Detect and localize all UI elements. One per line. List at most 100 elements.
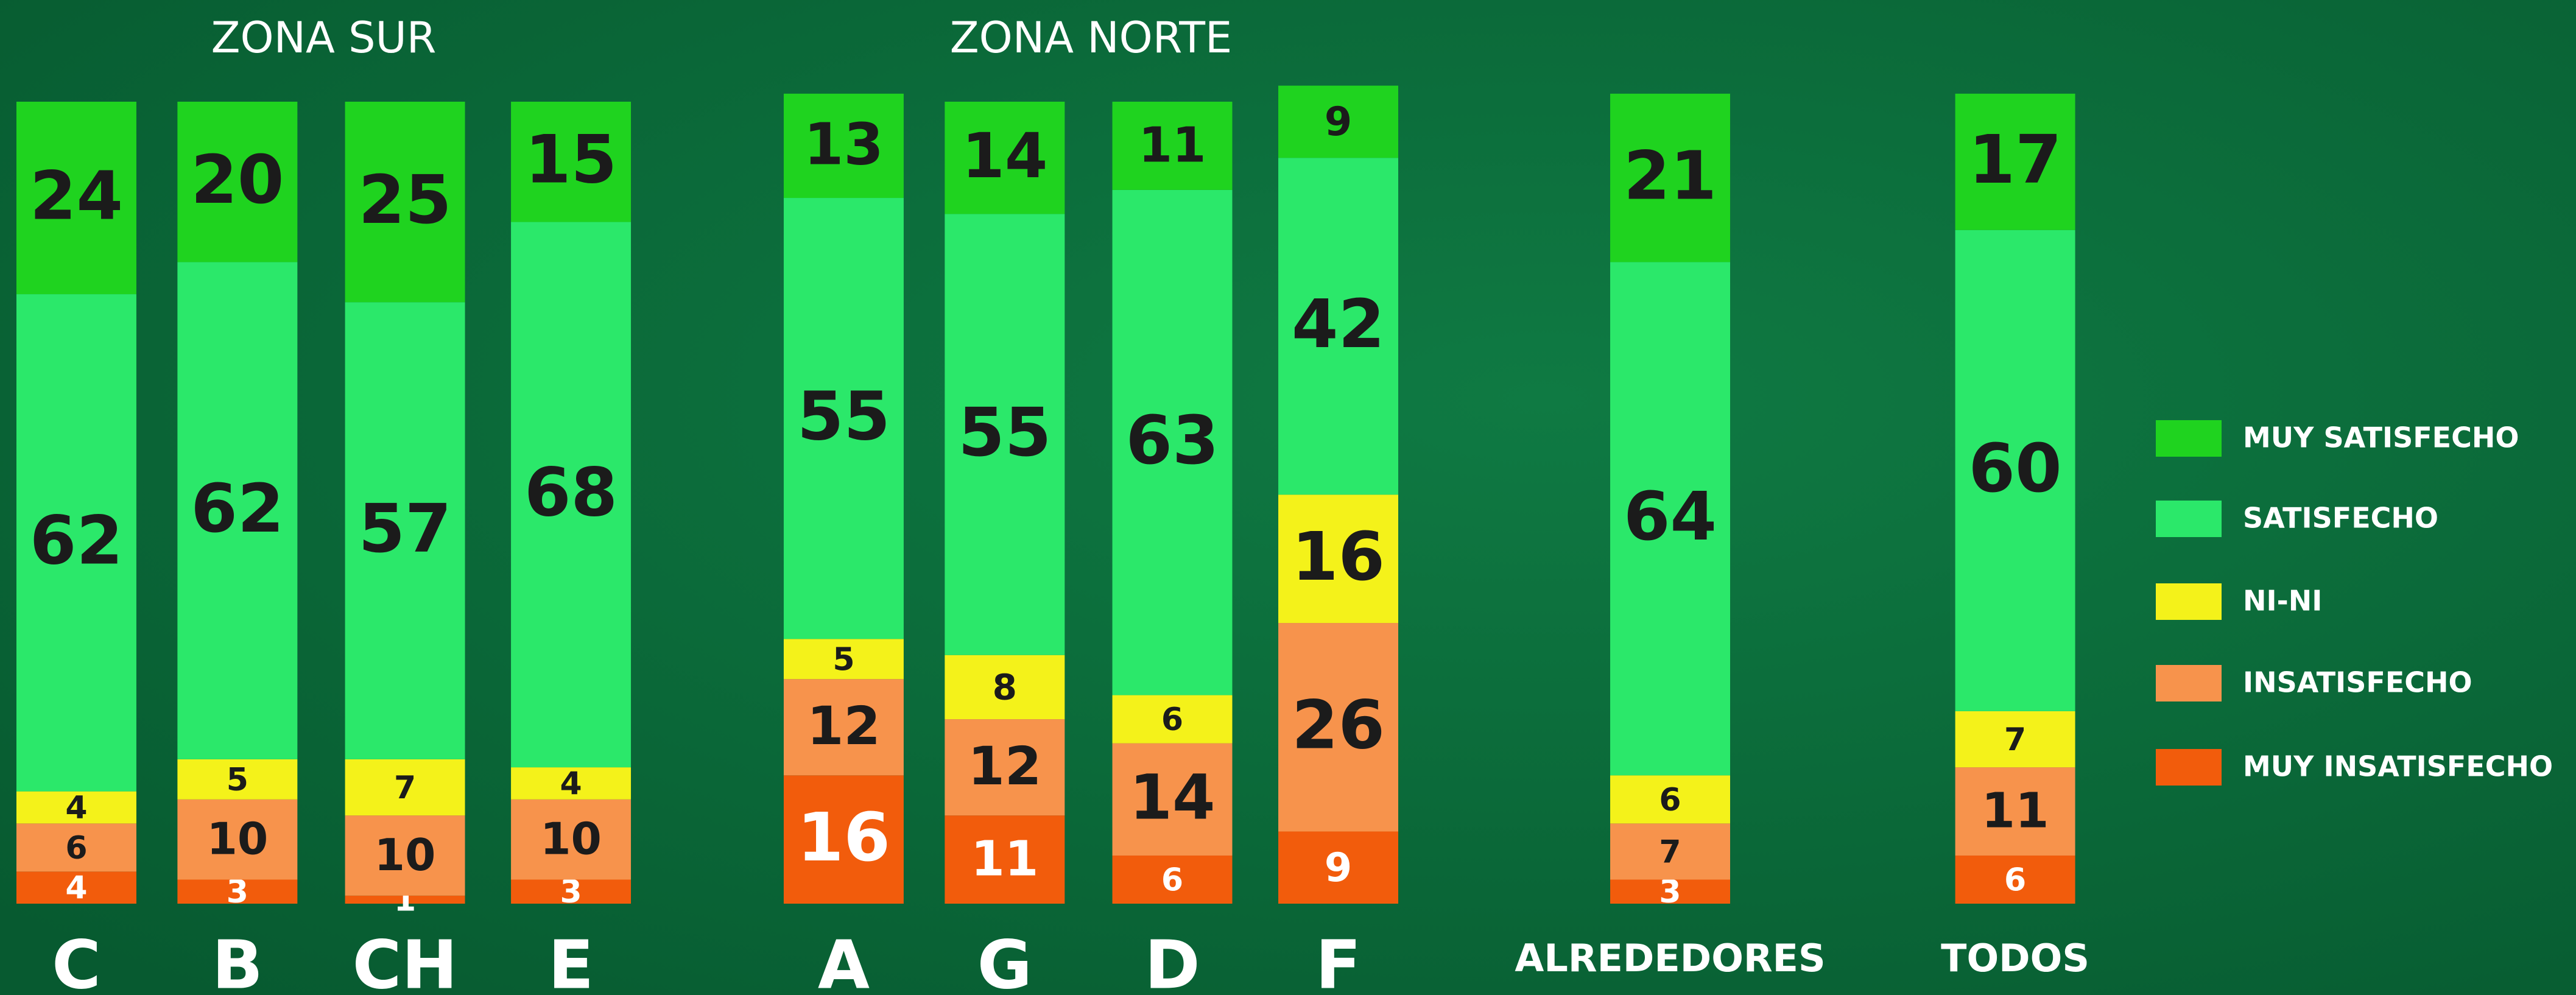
x-tick-label: B [212,926,263,995]
data-label: 16 [797,798,890,876]
data-label: 5 [227,762,248,798]
x-tick-label: F [1315,926,1361,995]
data-label: 57 [359,490,452,568]
bar-segment [1955,767,2075,856]
data-label: 7 [2004,722,2026,758]
bar-segment [511,799,632,880]
data-label: 9 [1325,99,1352,145]
x-tick-label: D [1144,926,1200,995]
data-label: 16 [1292,518,1385,596]
x-tick-label: ALREDEDORES [1515,936,1825,980]
data-label: 68 [524,454,618,532]
bar-segment [345,302,465,759]
bar-segment [16,294,136,792]
x-tick-label: TODOS [1941,936,2089,980]
bar-segment [16,871,136,904]
bar-segment [1955,855,2075,904]
bar-segment [511,767,632,800]
data-label: 13 [804,111,884,178]
legend-swatch [2156,420,2222,457]
bar-segment [1112,855,1233,904]
x-tick-label: A [818,926,870,995]
data-label: 3 [227,874,248,910]
data-label: 8 [993,667,1017,708]
bar-segment [1112,695,1233,744]
legend-label: MUY SATISFECHO [2243,421,2519,454]
bar-segment [1610,262,1730,776]
bar-segment [783,93,904,199]
bar-segment [783,639,904,680]
data-label: 55 [958,393,1051,471]
bar-segment [1610,823,1730,880]
bar-segment [945,719,1065,816]
group-label: ZONA NORTE [950,13,1233,63]
data-label: 4 [560,765,582,802]
bar-segment [1610,775,1730,824]
bar-segment [345,895,465,904]
data-label: 10 [375,830,436,881]
x-tick-label: E [548,926,594,995]
bar-segment [511,102,632,222]
bar-segment [1112,743,1233,856]
data-label: 14 [1129,762,1215,834]
data-label: 3 [1659,874,1681,910]
bar-segment [1610,93,1730,262]
bar-segment [1112,102,1233,190]
data-label: 6 [1161,862,1183,898]
x-tick-label: G [977,926,1032,995]
bar-segment [177,102,298,262]
bar-segment [511,879,632,904]
data-label: 20 [191,141,284,219]
data-label: 10 [540,814,602,865]
bar-segment [177,759,298,800]
bar-segment [345,815,465,896]
bar-segment [1278,623,1398,832]
bar-segment [345,759,465,816]
legend-label: SATISFECHO [2243,502,2438,535]
legend-swatch [2156,583,2222,620]
data-label: 5 [832,641,854,678]
bar-segment [16,102,136,295]
data-label: 6 [1659,782,1681,818]
data-label: 9 [1325,845,1352,891]
legend-swatch [2156,749,2222,786]
data-label: 55 [797,377,890,455]
bar-segment [783,775,904,904]
bar-segment [945,655,1065,720]
data-label: 21 [1624,136,1717,214]
x-tick-label: CH [353,926,458,995]
data-label: 14 [962,120,1047,192]
bar-segment [783,679,904,776]
bar-segment [1955,93,2075,230]
data-label: 26 [1292,686,1385,764]
bar-segment [345,102,465,303]
data-label: 3 [560,874,582,910]
legend-label: INSATISFECHO [2243,666,2472,699]
bar-segment [1278,831,1398,904]
bar-segment [1955,230,2075,711]
bar-segment [16,823,136,872]
data-label: 11 [1139,116,1206,173]
x-tick-label: C [52,926,101,995]
bar-segment [1112,189,1233,695]
bar-segment [1610,879,1730,904]
group-label: ZONA SUR [211,13,437,63]
data-label: 63 [1125,401,1219,479]
data-label: 4 [65,870,87,907]
bar-segment [945,102,1065,214]
legend-label: MUY INSATISFECHO [2243,750,2553,783]
legend-label: NI-NI [2243,585,2322,617]
data-label: 11 [1982,782,2049,839]
bar-segment [1278,85,1398,158]
data-label: 64 [1624,477,1717,555]
bar-segment [16,791,136,824]
data-label: 62 [191,469,284,547]
data-label: 60 [1969,429,2062,507]
data-label: 12 [968,736,1041,797]
data-label: 4 [65,790,87,826]
bar-segment [945,815,1065,904]
data-label: 15 [525,121,617,199]
bar-segment [783,198,904,639]
